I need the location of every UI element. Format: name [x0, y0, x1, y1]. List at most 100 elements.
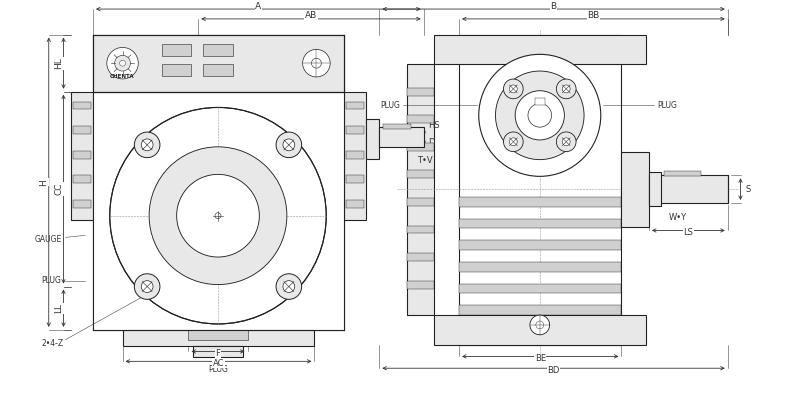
- Bar: [459, 262, 621, 272]
- Circle shape: [510, 138, 518, 146]
- Bar: [435, 315, 646, 345]
- Text: HL: HL: [54, 57, 63, 69]
- Bar: [346, 200, 364, 208]
- Circle shape: [536, 321, 543, 329]
- Bar: [72, 92, 93, 220]
- Circle shape: [479, 54, 601, 176]
- Bar: [459, 219, 621, 228]
- Bar: [664, 171, 701, 176]
- Bar: [188, 330, 247, 340]
- Bar: [435, 35, 646, 64]
- Text: BE: BE: [535, 354, 546, 363]
- Bar: [365, 119, 379, 159]
- Circle shape: [134, 274, 160, 299]
- Circle shape: [107, 48, 138, 79]
- Bar: [73, 200, 91, 208]
- Bar: [649, 175, 728, 203]
- Circle shape: [530, 315, 550, 335]
- Bar: [649, 173, 661, 206]
- Bar: [407, 198, 435, 206]
- Text: LS: LS: [683, 228, 693, 237]
- Circle shape: [556, 132, 576, 152]
- Text: PLUG: PLUG: [42, 276, 61, 285]
- Bar: [407, 115, 435, 123]
- Bar: [407, 143, 435, 151]
- Circle shape: [276, 274, 302, 299]
- Circle shape: [515, 91, 564, 140]
- Circle shape: [134, 132, 160, 158]
- Circle shape: [120, 60, 126, 66]
- Text: H: H: [39, 179, 48, 186]
- Bar: [346, 126, 364, 134]
- Circle shape: [109, 107, 326, 324]
- Bar: [459, 305, 621, 315]
- Bar: [383, 124, 411, 129]
- Bar: [203, 44, 233, 56]
- Text: PLUG: PLUG: [208, 365, 228, 374]
- Bar: [122, 330, 315, 346]
- Bar: [346, 151, 364, 159]
- Circle shape: [283, 281, 295, 293]
- Bar: [73, 102, 91, 109]
- Text: D: D: [428, 138, 435, 147]
- Circle shape: [114, 55, 130, 71]
- Circle shape: [510, 85, 518, 93]
- Text: A: A: [255, 2, 262, 11]
- Bar: [193, 346, 242, 357]
- Text: PLUG: PLUG: [380, 101, 400, 110]
- Circle shape: [503, 79, 523, 99]
- Bar: [621, 152, 649, 227]
- Circle shape: [312, 58, 321, 68]
- Bar: [407, 171, 435, 178]
- Circle shape: [283, 139, 295, 151]
- Bar: [459, 35, 621, 345]
- Text: BD: BD: [547, 365, 559, 375]
- Circle shape: [141, 139, 153, 151]
- Text: HS: HS: [428, 120, 440, 130]
- Bar: [459, 240, 621, 250]
- Bar: [344, 92, 365, 220]
- Circle shape: [149, 147, 287, 284]
- Bar: [535, 98, 545, 105]
- Bar: [459, 197, 621, 207]
- Bar: [73, 175, 91, 183]
- Bar: [162, 44, 192, 56]
- Text: AC: AC: [213, 359, 225, 368]
- Circle shape: [556, 79, 576, 99]
- Bar: [93, 35, 344, 330]
- Circle shape: [528, 103, 551, 127]
- Text: PLUG: PLUG: [657, 101, 677, 110]
- Bar: [93, 35, 344, 92]
- Bar: [407, 253, 435, 261]
- Text: T•V: T•V: [417, 156, 432, 165]
- Bar: [407, 225, 435, 233]
- Bar: [93, 92, 344, 330]
- Bar: [459, 284, 621, 293]
- Text: S: S: [745, 185, 751, 194]
- Bar: [162, 64, 192, 76]
- Circle shape: [141, 281, 153, 293]
- Circle shape: [496, 71, 584, 160]
- Text: W•Y: W•Y: [669, 213, 687, 222]
- Text: AB: AB: [305, 11, 317, 20]
- Bar: [73, 151, 91, 159]
- Text: BB: BB: [588, 11, 600, 20]
- Circle shape: [303, 49, 330, 77]
- Text: CHENTA: CHENTA: [110, 74, 135, 79]
- Circle shape: [215, 213, 221, 219]
- Circle shape: [562, 85, 570, 93]
- Circle shape: [176, 174, 259, 257]
- Bar: [407, 281, 435, 289]
- Bar: [379, 127, 423, 147]
- Circle shape: [276, 132, 302, 158]
- Text: 2•4-Z: 2•4-Z: [41, 339, 64, 348]
- Bar: [346, 175, 364, 183]
- Bar: [407, 64, 435, 315]
- Text: GAUGE: GAUGE: [35, 235, 61, 244]
- Bar: [203, 64, 233, 76]
- Circle shape: [562, 138, 570, 146]
- Text: CC: CC: [54, 183, 63, 195]
- Bar: [73, 126, 91, 134]
- Circle shape: [503, 132, 523, 152]
- Bar: [346, 102, 364, 109]
